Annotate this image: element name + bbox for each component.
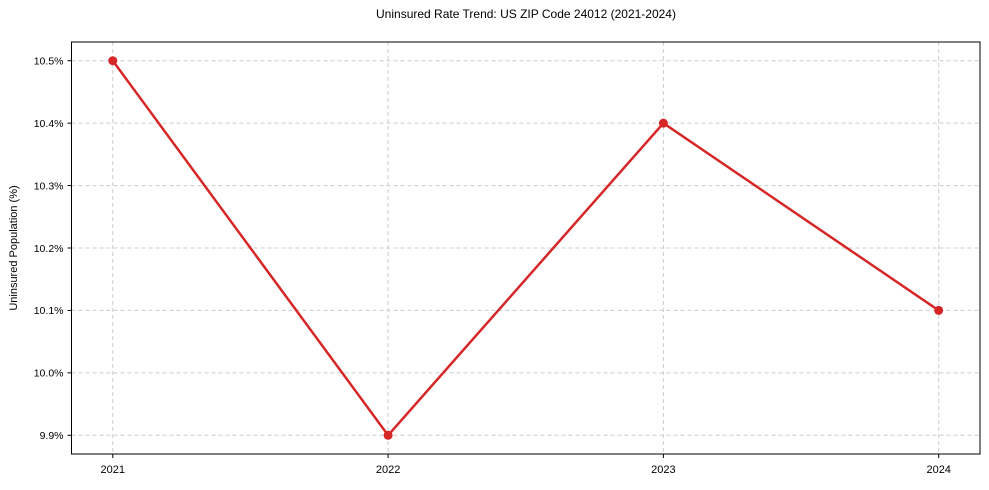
y-tick-label: 10.3% xyxy=(34,180,64,192)
y-tick-label: 9.9% xyxy=(40,430,64,442)
data-point xyxy=(108,56,118,66)
x-tick-label: 2024 xyxy=(926,464,950,476)
y-tick-label: 10.2% xyxy=(34,243,64,255)
y-tick-label: 10.5% xyxy=(34,56,64,68)
trend-line xyxy=(111,59,940,437)
y-tick-label: 10.1% xyxy=(34,305,64,317)
x-tick-label: 2021 xyxy=(101,464,125,476)
data-point xyxy=(934,305,944,315)
data-point xyxy=(383,430,393,440)
y-tick-label: 10.4% xyxy=(34,118,64,130)
x-tick-label: 2023 xyxy=(651,464,675,476)
data-point xyxy=(658,118,668,128)
y-tick-label: 10.0% xyxy=(34,368,64,380)
x-tick-label: 2022 xyxy=(376,464,400,476)
chart-title: Uninsured Rate Trend: US ZIP Code 24012 … xyxy=(376,7,676,21)
